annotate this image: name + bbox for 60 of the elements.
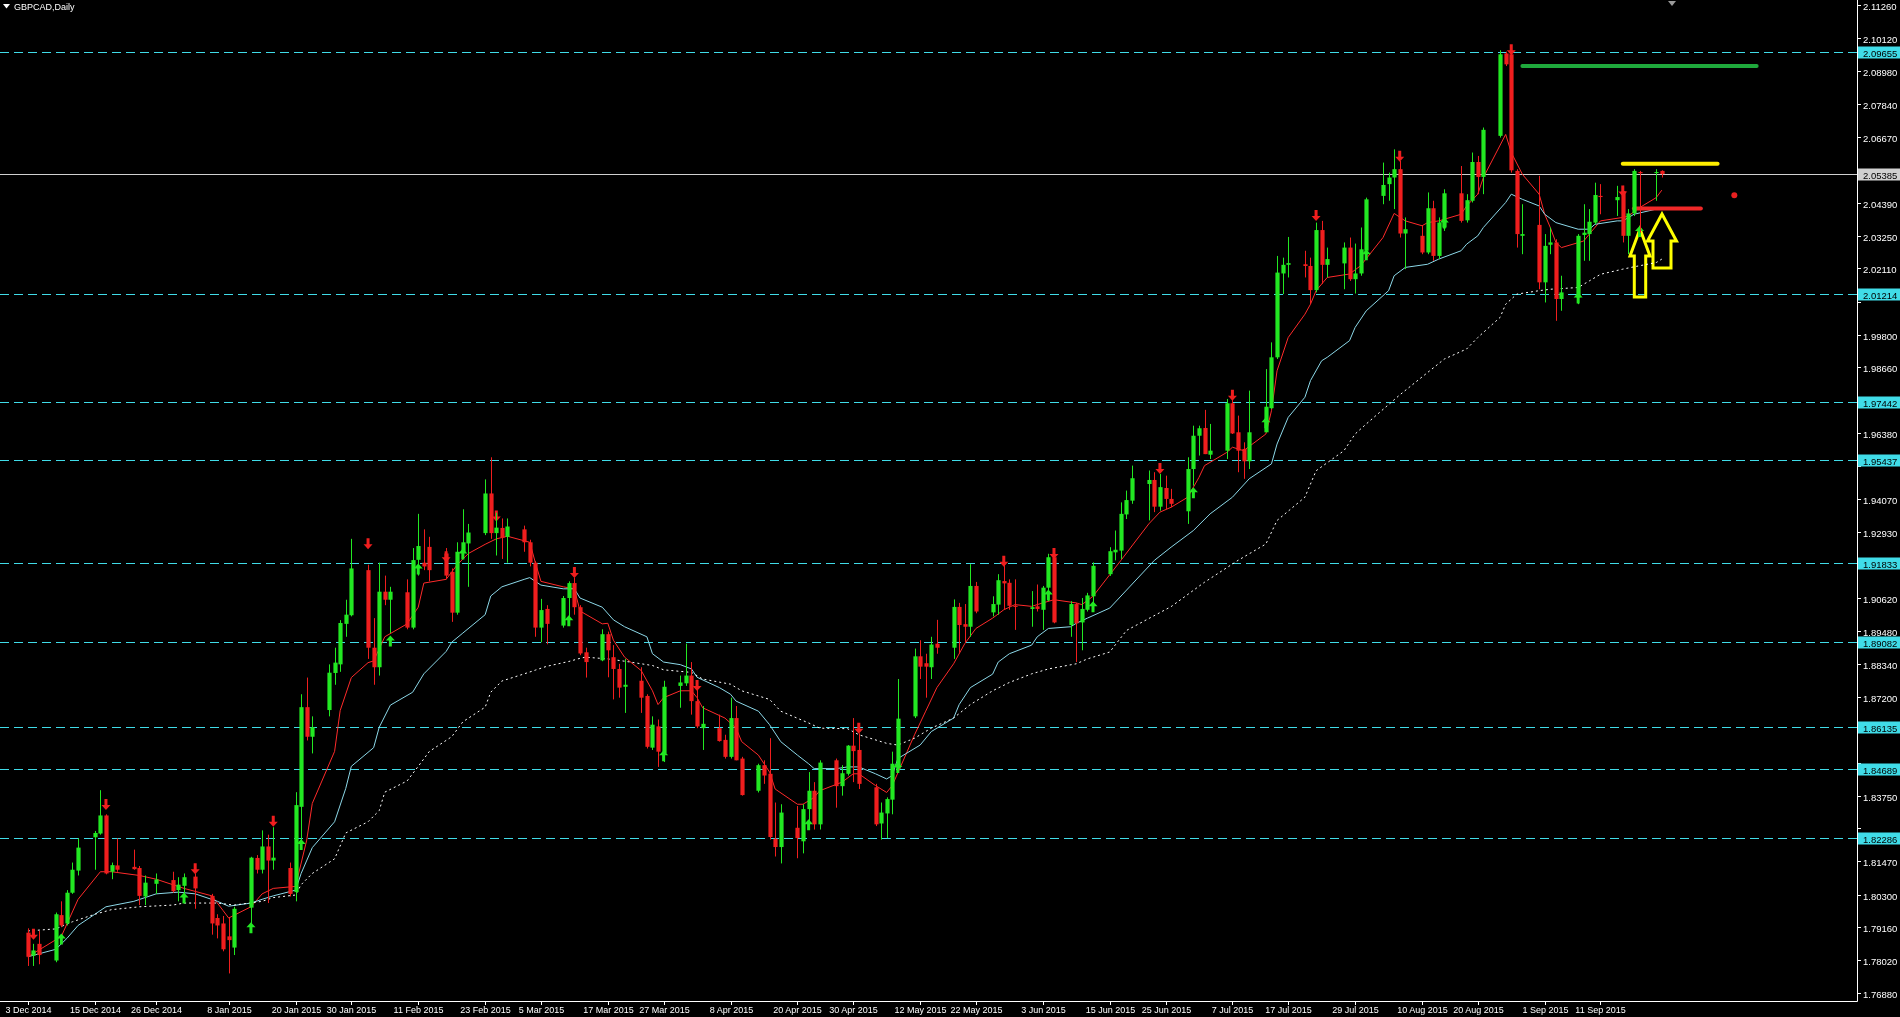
x-tick-label: 3 Jun 2015 [1021, 1005, 1066, 1015]
y-tick-label: 1.81470 [1863, 856, 1898, 867]
chart-title: GBPCAD,Daily [14, 2, 76, 12]
y-tick-label: 2.07840 [1863, 99, 1898, 110]
y-tick-label: 1.94070 [1863, 494, 1898, 505]
y-tick-label: 2.06670 [1863, 132, 1898, 143]
x-tick-label: 27 Mar 2015 [639, 1005, 690, 1015]
ref-line-label: 1.82286 [1863, 833, 1898, 844]
y-tick-label: 1.96380 [1863, 428, 1898, 439]
y-tick-label: 1.99800 [1863, 330, 1898, 341]
ref-line-label: 1.97442 [1863, 397, 1898, 408]
y-tick-label: 2.08980 [1863, 66, 1898, 77]
x-tick-label: 25 Jun 2015 [1141, 1005, 1192, 1015]
x-tick-label: 12 May 2015 [894, 1005, 947, 1015]
x-tick-label: 8 Jan 2015 [207, 1005, 252, 1015]
ref-line-label: 1.84689 [1863, 764, 1898, 775]
x-tick-label: 29 Jul 2015 [1332, 1005, 1379, 1015]
x-tick-label: 1 Sep 2015 [1522, 1005, 1569, 1015]
y-tick-label: 1.90620 [1863, 593, 1898, 604]
y-tick-label: 1.92930 [1863, 527, 1898, 538]
y-tick-label: 1.78020 [1863, 955, 1898, 966]
y-tick-label: 1.83750 [1863, 791, 1898, 802]
x-tick-label: 26 Dec 2014 [130, 1005, 183, 1015]
y-tick-label: 2.11260 [1863, 0, 1897, 11]
ref-line-label: 2.09655 [1863, 47, 1898, 58]
y-tick-label: 1.79160 [1863, 922, 1898, 933]
x-tick-label: 15 Dec 2014 [69, 1005, 122, 1015]
y-tick-label: 1.98660 [1863, 362, 1898, 373]
y-tick-label: 1.89480 [1863, 626, 1898, 637]
y-tick-label: 1.80300 [1863, 890, 1898, 901]
x-tick-label: 20 Apr 2015 [773, 1005, 822, 1015]
y-tick-label: 1.87200 [1863, 692, 1898, 703]
x-tick-label: 11 Feb 2015 [393, 1005, 444, 1015]
y-tick-label: 2.03250 [1863, 231, 1898, 242]
x-tick-label: 7 Jul 2015 [1211, 1005, 1254, 1015]
x-tick-label: 23 Feb 2015 [460, 1005, 511, 1015]
x-tick-label: 20 Aug 2015 [1453, 1005, 1504, 1015]
x-tick-label: 5 Mar 2015 [518, 1005, 565, 1015]
ref-line-label: 1.95437 [1863, 455, 1898, 466]
x-tick-label: 20 Jan 2015 [271, 1005, 322, 1015]
x-tick-label: 30 Jan 2015 [326, 1005, 377, 1015]
x-tick-label: 11 Sep 2015 [1575, 1005, 1626, 1015]
ref-line-label: 1.89082 [1863, 637, 1898, 648]
ref-line-label: 2.01214 [1863, 289, 1898, 300]
y-tick-label: 2.10120 [1863, 33, 1898, 44]
x-tick-label: 17 Mar 2015 [583, 1005, 634, 1015]
y-tick-label: 1.76880 [1863, 988, 1898, 999]
x-tick-label: 15 Jun 2015 [1085, 1005, 1136, 1015]
x-tick-label: 30 Apr 2015 [829, 1005, 878, 1015]
x-tick-label: 17 Jul 2015 [1265, 1005, 1312, 1015]
y-tick-label: 2.04390 [1863, 198, 1898, 209]
x-tick-label: 22 May 2015 [950, 1005, 1003, 1015]
x-tick-label: 8 Apr 2015 [709, 1005, 754, 1015]
y-tick-label: 1.88340 [1863, 659, 1898, 670]
y-tick-label: 2.02110 [1863, 263, 1897, 274]
ref-line-label: 1.86135 [1863, 722, 1898, 733]
x-tick-label: 10 Aug 2015 [1397, 1005, 1448, 1015]
ref-line-label: 2.05385 [1863, 169, 1898, 180]
x-tick-label: 3 Dec 2014 [5, 1005, 52, 1015]
ref-line-label: 1.91833 [1863, 558, 1898, 569]
